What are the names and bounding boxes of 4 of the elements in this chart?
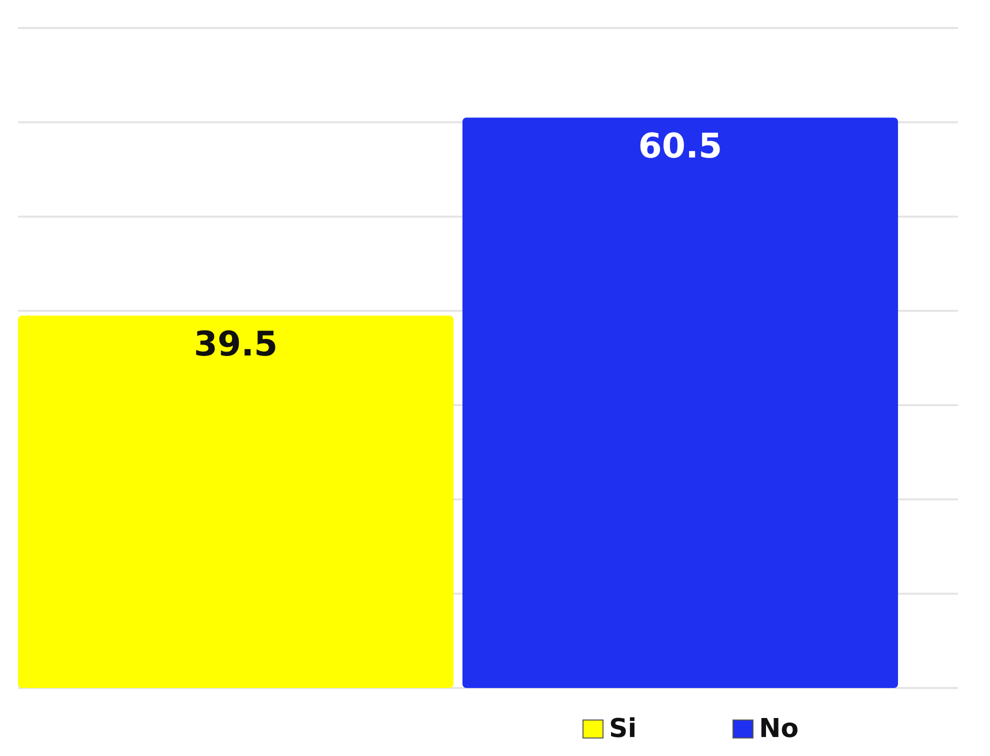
data-label: 39.5 [194,324,278,365]
data-label: 60.5 [638,126,722,167]
legend-label: Si [609,714,637,744]
series-label: No [759,714,799,744]
